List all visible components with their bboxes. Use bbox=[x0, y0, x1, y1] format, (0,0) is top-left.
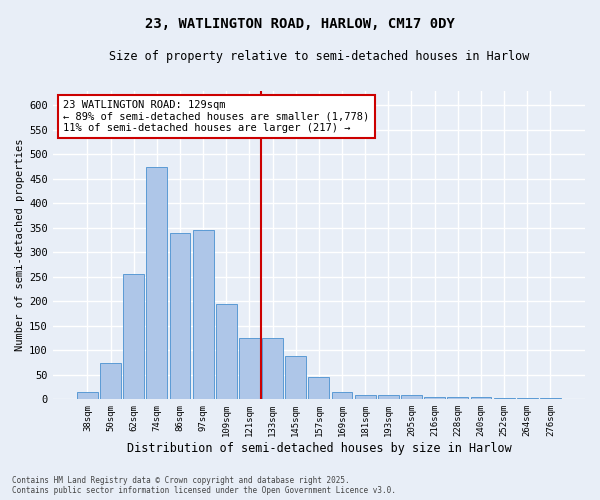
Bar bbox=[100, 362, 121, 400]
Bar bbox=[170, 232, 190, 400]
Bar bbox=[239, 338, 260, 400]
Bar bbox=[123, 274, 144, 400]
Bar bbox=[517, 398, 538, 400]
Bar bbox=[193, 230, 214, 400]
Bar bbox=[470, 398, 491, 400]
Y-axis label: Number of semi-detached properties: Number of semi-detached properties bbox=[15, 138, 25, 351]
Bar bbox=[355, 396, 376, 400]
Bar bbox=[286, 356, 306, 400]
Bar bbox=[308, 378, 329, 400]
Bar bbox=[146, 166, 167, 400]
Bar bbox=[77, 392, 98, 400]
Title: Size of property relative to semi-detached houses in Harlow: Size of property relative to semi-detach… bbox=[109, 50, 529, 63]
Bar bbox=[378, 396, 399, 400]
X-axis label: Distribution of semi-detached houses by size in Harlow: Distribution of semi-detached houses by … bbox=[127, 442, 511, 455]
Bar bbox=[262, 338, 283, 400]
Bar bbox=[448, 397, 468, 400]
Text: Contains HM Land Registry data © Crown copyright and database right 2025.
Contai: Contains HM Land Registry data © Crown c… bbox=[12, 476, 396, 495]
Text: 23 WATLINGTON ROAD: 129sqm
← 89% of semi-detached houses are smaller (1,778)
11%: 23 WATLINGTON ROAD: 129sqm ← 89% of semi… bbox=[64, 100, 370, 133]
Bar bbox=[401, 396, 422, 400]
Bar bbox=[540, 398, 561, 400]
Bar bbox=[216, 304, 237, 400]
Bar bbox=[424, 397, 445, 400]
Text: 23, WATLINGTON ROAD, HARLOW, CM17 0DY: 23, WATLINGTON ROAD, HARLOW, CM17 0DY bbox=[145, 18, 455, 32]
Bar bbox=[332, 392, 352, 400]
Bar bbox=[494, 398, 515, 400]
